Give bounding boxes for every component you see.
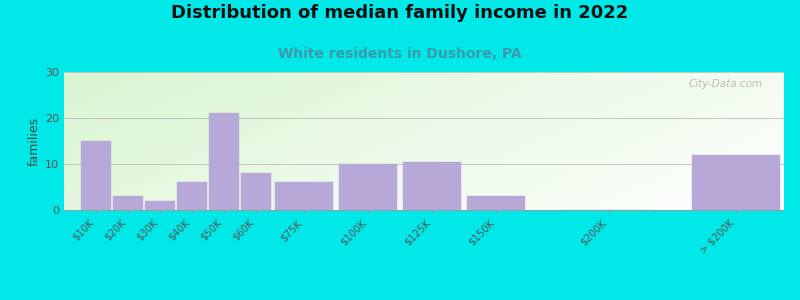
- Bar: [402, 162, 462, 210]
- Bar: [178, 182, 206, 210]
- Y-axis label: families: families: [28, 116, 41, 166]
- Bar: [274, 182, 334, 210]
- Bar: [692, 155, 780, 210]
- Text: White residents in Dushore, PA: White residents in Dushore, PA: [278, 46, 522, 61]
- Text: City-Data.com: City-Data.com: [688, 79, 762, 89]
- Bar: [242, 173, 270, 210]
- Bar: [466, 196, 526, 210]
- Bar: [146, 201, 174, 210]
- Bar: [114, 196, 142, 210]
- Bar: [338, 164, 398, 210]
- Text: Distribution of median family income in 2022: Distribution of median family income in …: [171, 4, 629, 22]
- Bar: [82, 141, 110, 210]
- Bar: [210, 113, 238, 210]
